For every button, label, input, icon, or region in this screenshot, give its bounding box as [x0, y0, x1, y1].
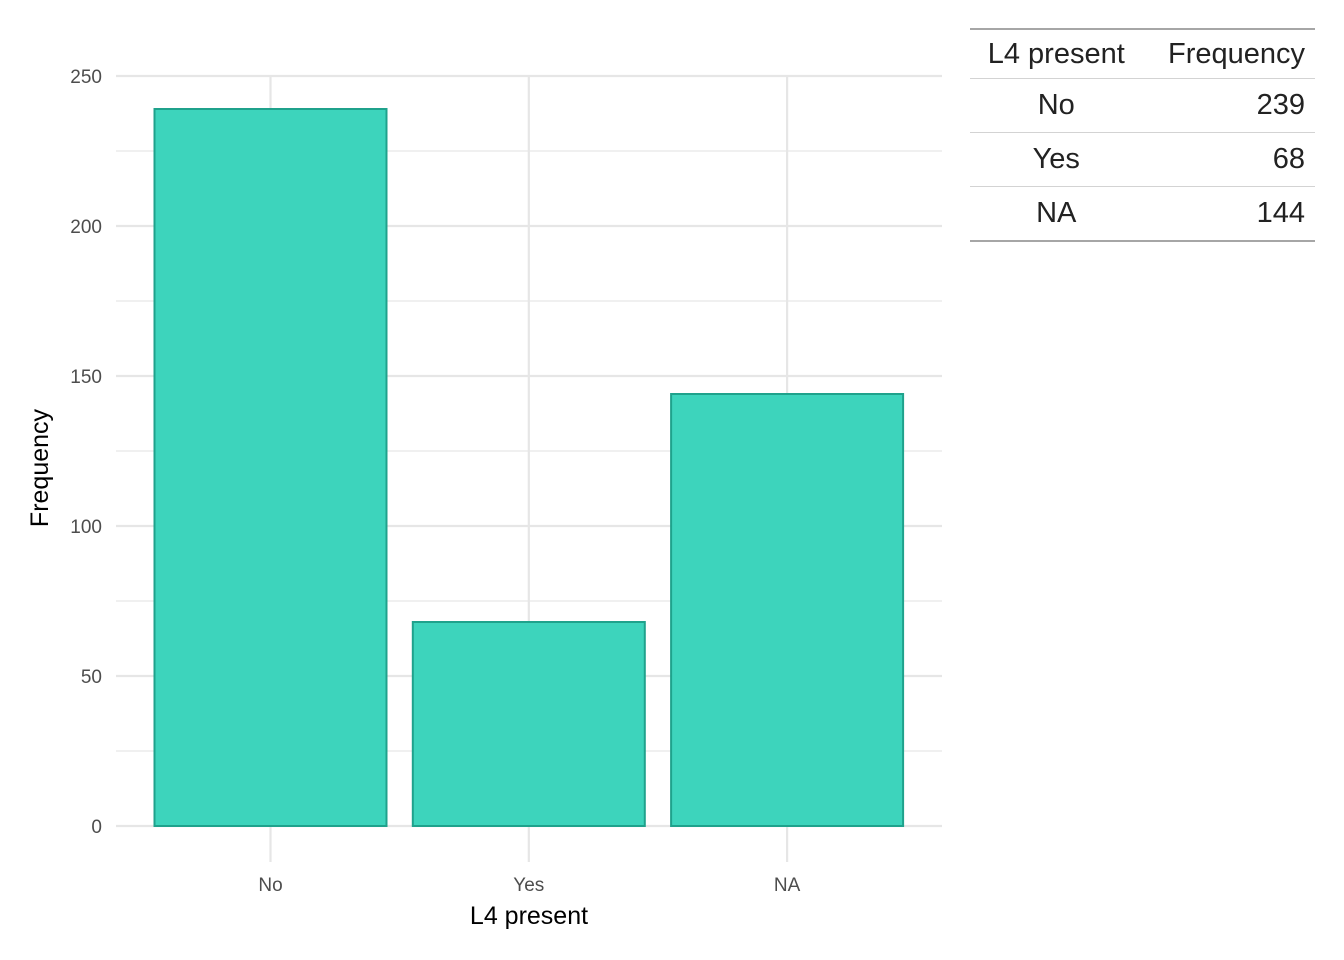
y-tick-labels: 0 50 100 150 200 250 — [70, 67, 102, 838]
bar-yes — [411, 621, 646, 827]
table-header-category: L4 present — [987, 37, 1125, 70]
x-tick-label: No — [258, 875, 282, 896]
x-tick-label: Yes — [513, 875, 544, 896]
y-tick-label: 100 — [70, 517, 102, 538]
bar-na — [670, 393, 905, 827]
bar-no — [153, 108, 388, 827]
frequency-table: L4 present Frequency No 239 Yes 68 NA 14… — [970, 28, 1315, 242]
table-row: No 239 — [970, 78, 1315, 133]
y-tick-label: 0 — [91, 817, 102, 838]
x-tick-label: NA — [774, 875, 801, 896]
y-tick-label: 150 — [70, 367, 102, 388]
x-axis-title: L4 present — [470, 902, 588, 930]
table-cell-label: Yes — [1032, 143, 1080, 175]
table-cell-value: 144 — [1256, 197, 1305, 229]
y-axis-title: Frequency — [26, 408, 54, 527]
table-row: NA 144 — [970, 186, 1315, 241]
table-cell-value: 239 — [1256, 89, 1305, 121]
bars — [153, 108, 905, 827]
table-cell-label: NA — [1036, 197, 1077, 229]
table-row: Yes 68 — [970, 132, 1315, 187]
table-header-row: L4 present Frequency — [970, 29, 1315, 79]
y-tick-label: 250 — [70, 67, 102, 88]
y-tick-label: 200 — [70, 217, 102, 238]
table-cell-value: 68 — [1272, 143, 1305, 175]
bar-chart: 0 50 100 150 200 250 No Yes NA L4 present Frequ… — [26, 67, 942, 930]
x-tick-labels: No Yes NA — [258, 875, 800, 896]
y-tick-label: 50 — [81, 667, 102, 688]
table-cell-label: No — [1037, 89, 1075, 121]
table-header-frequency: Frequency — [1167, 37, 1305, 70]
